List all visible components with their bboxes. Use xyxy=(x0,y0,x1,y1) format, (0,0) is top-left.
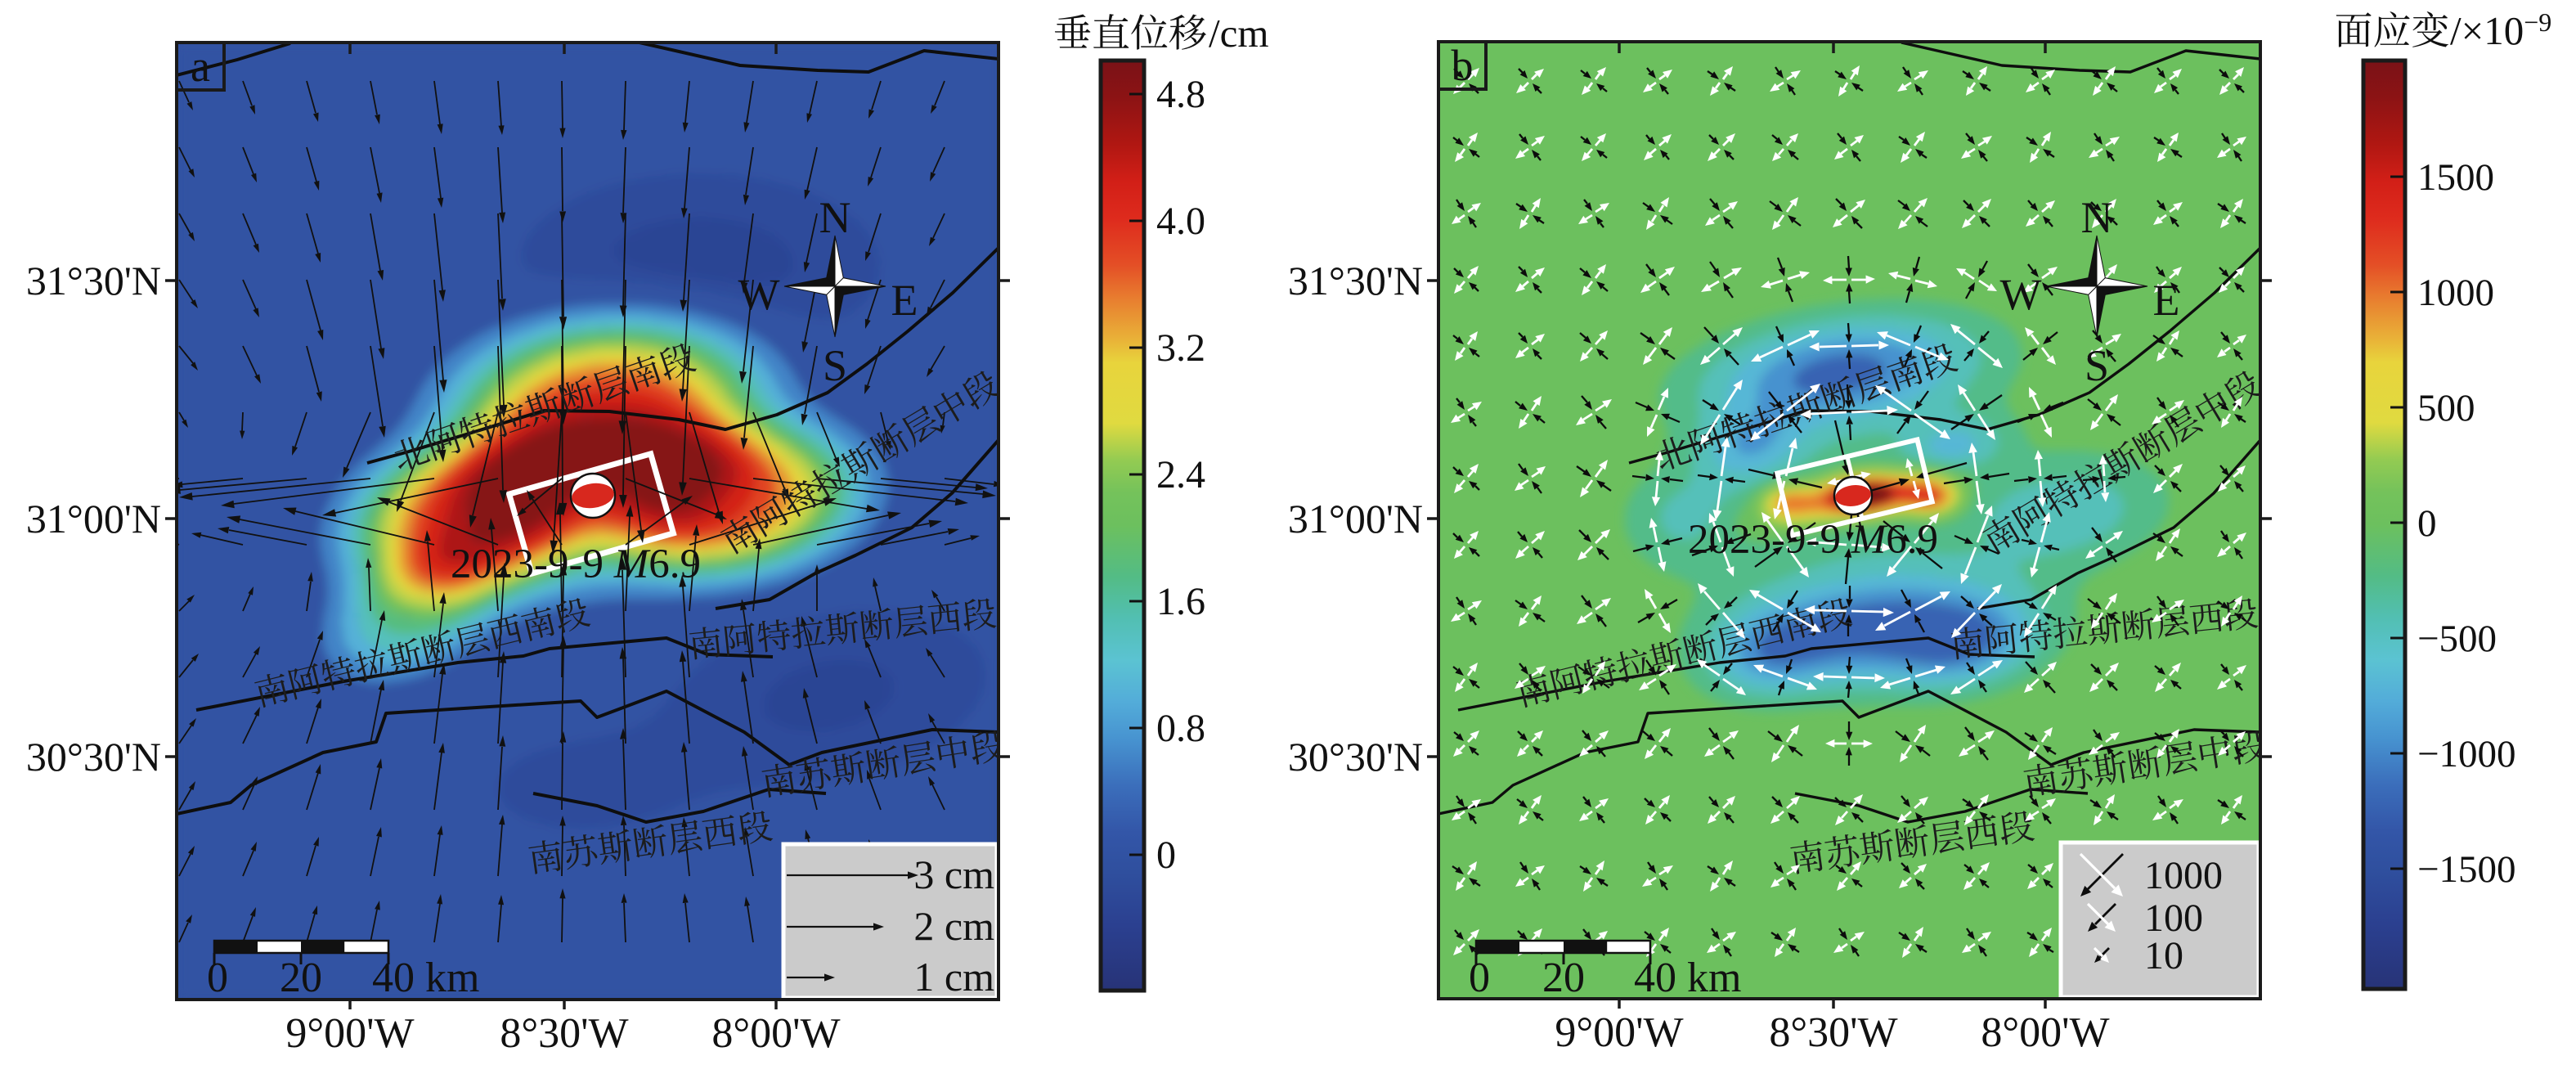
svg-text:N: N xyxy=(2081,193,2113,242)
svg-text:8°30'W: 8°30'W xyxy=(1769,1009,1897,1056)
svg-text:31°30'N: 31°30'N xyxy=(26,258,161,303)
svg-text:W: W xyxy=(2000,270,2042,319)
svg-text:20: 20 xyxy=(1542,955,1585,1001)
svg-text:0: 0 xyxy=(1469,955,1490,1001)
svg-text:0: 0 xyxy=(207,955,228,1001)
svg-text:E: E xyxy=(891,276,918,325)
svg-text:S: S xyxy=(823,341,847,390)
svg-text:10: 10 xyxy=(2144,934,2183,977)
svg-text:4.0: 4.0 xyxy=(1156,200,1205,243)
svg-text:0: 0 xyxy=(1156,834,1176,877)
svg-text:20: 20 xyxy=(280,955,322,1001)
svg-text:3.2: 3.2 xyxy=(1156,326,1205,370)
svg-text:1000: 1000 xyxy=(2417,272,2494,314)
svg-text:2.4: 2.4 xyxy=(1156,453,1205,497)
svg-text:8°00'W: 8°00'W xyxy=(711,1010,840,1057)
svg-text:4.8: 4.8 xyxy=(1156,73,1205,116)
svg-text:8°00'W: 8°00'W xyxy=(1981,1009,2109,1056)
svg-text:/×10−9: /×10−9 xyxy=(2450,7,2551,53)
svg-text:40 km: 40 km xyxy=(372,955,479,1001)
svg-text:31°30'N: 31°30'N xyxy=(1288,258,1423,303)
svg-text:2023-9-9 M6.9: 2023-9-9 M6.9 xyxy=(451,541,701,587)
svg-text:100: 100 xyxy=(2144,896,2203,940)
svg-text:S: S xyxy=(2085,341,2109,390)
svg-text:0: 0 xyxy=(2417,502,2437,545)
svg-text:3 cm: 3 cm xyxy=(913,852,994,897)
svg-text:30°30'N: 30°30'N xyxy=(26,734,161,780)
svg-text:−500: −500 xyxy=(2417,618,2497,660)
svg-text:1.6: 1.6 xyxy=(1156,580,1205,623)
svg-text:0.8: 0.8 xyxy=(1156,707,1205,750)
svg-text:−1000: −1000 xyxy=(2417,733,2516,775)
svg-text:a: a xyxy=(191,42,210,91)
svg-text:−1500: −1500 xyxy=(2417,848,2516,891)
svg-text:b: b xyxy=(1452,41,1474,90)
svg-text:1000: 1000 xyxy=(2144,854,2223,897)
svg-text:500: 500 xyxy=(2417,387,2475,429)
svg-text:1500: 1500 xyxy=(2417,156,2494,199)
svg-text:W: W xyxy=(738,270,780,319)
svg-text:/cm: /cm xyxy=(1209,11,1268,56)
svg-text:9°00'W: 9°00'W xyxy=(285,1010,414,1057)
svg-text:8°30'W: 8°30'W xyxy=(500,1010,628,1057)
svg-text:40 km: 40 km xyxy=(1634,955,1741,1001)
svg-text:N: N xyxy=(819,193,851,242)
svg-text:2023-9-9 M6.9: 2023-9-9 M6.9 xyxy=(1688,517,1938,563)
svg-text:2 cm: 2 cm xyxy=(913,903,994,949)
svg-text:1 cm: 1 cm xyxy=(913,954,994,1000)
svg-text:30°30'N: 30°30'N xyxy=(1288,734,1423,780)
svg-text:31°00'N: 31°00'N xyxy=(1288,496,1423,541)
svg-text:9°00'W: 9°00'W xyxy=(1555,1009,1683,1056)
svg-text:E: E xyxy=(2153,276,2180,325)
svg-text:31°00'N: 31°00'N xyxy=(26,496,161,541)
